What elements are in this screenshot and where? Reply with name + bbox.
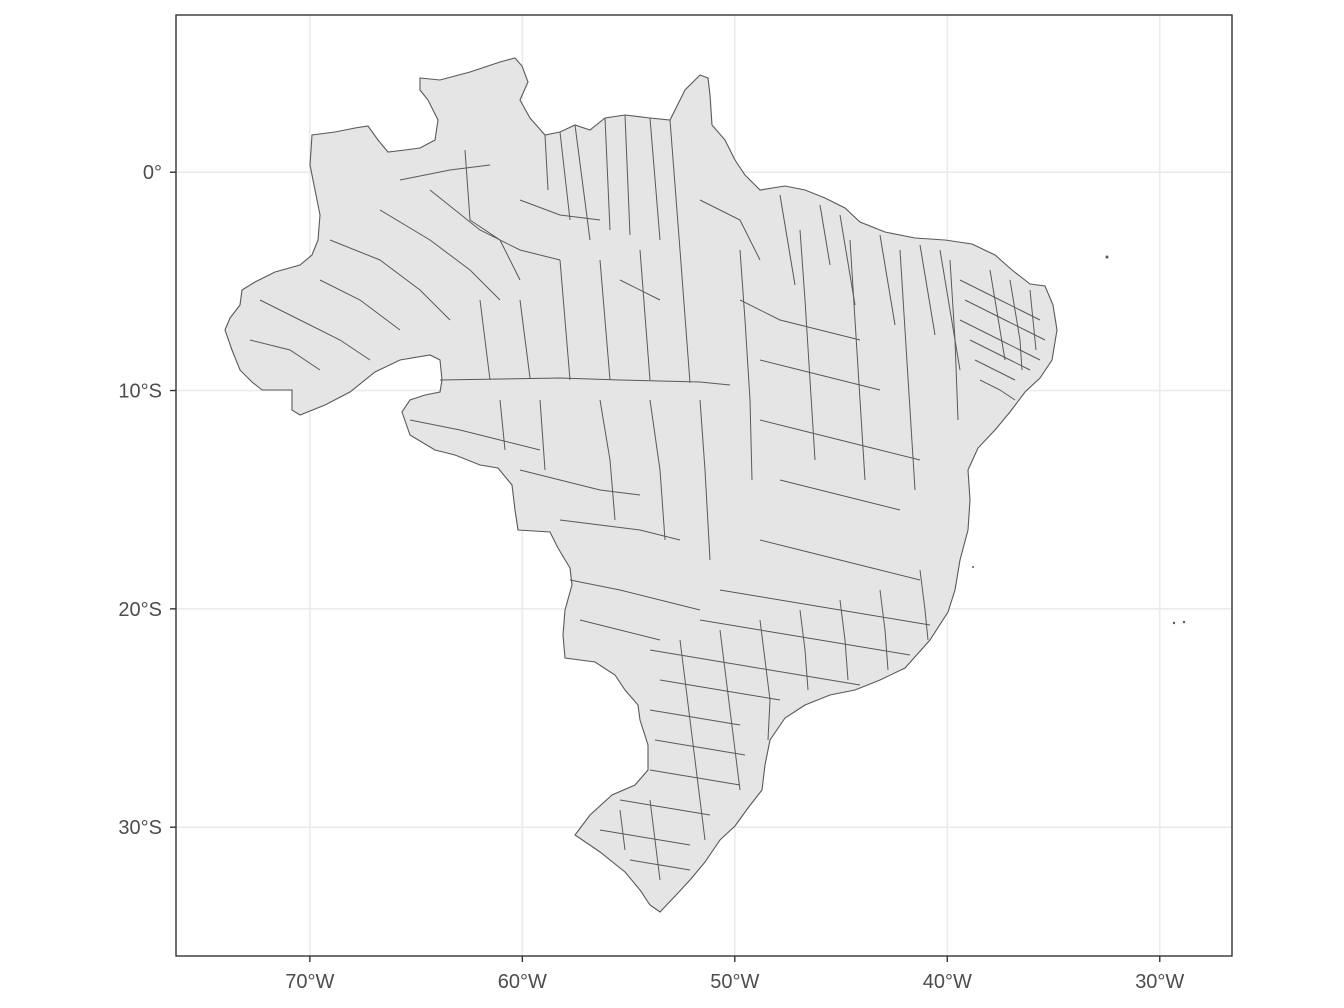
x-tick-label: 50°W (710, 971, 759, 993)
x-tick-label: 40°W (923, 971, 972, 993)
x-tick-label: 60°W (498, 971, 547, 993)
y-tick-label: 10°S (118, 381, 162, 403)
x-axis: 70°W 60°W 50°W 40°W 30°W (285, 956, 1184, 993)
y-tick-label: 30°S (118, 817, 162, 839)
municipal-boundaries-south (599, 569, 931, 881)
brazil-municipalities (224, 57, 1058, 913)
y-axis: 0° 10°S 20°S 30°S (118, 162, 176, 839)
island-trindade (1172, 621, 1176, 625)
x-tick-label: 30°W (1135, 971, 1184, 993)
municipal-boundaries-northeast (779, 194, 1046, 401)
panel-border (175, 14, 1233, 957)
island-fernando-de-noronha (1105, 255, 1109, 259)
x-tick-label: 70°W (285, 971, 334, 993)
island-abrolhos (972, 566, 974, 568)
y-tick-label: 0° (143, 162, 162, 184)
municipal-boundaries-north (249, 114, 761, 386)
island-martin-vaz (1182, 620, 1186, 624)
municipal-boundaries-central (409, 229, 959, 641)
y-tick-label: 20°S (118, 599, 162, 621)
